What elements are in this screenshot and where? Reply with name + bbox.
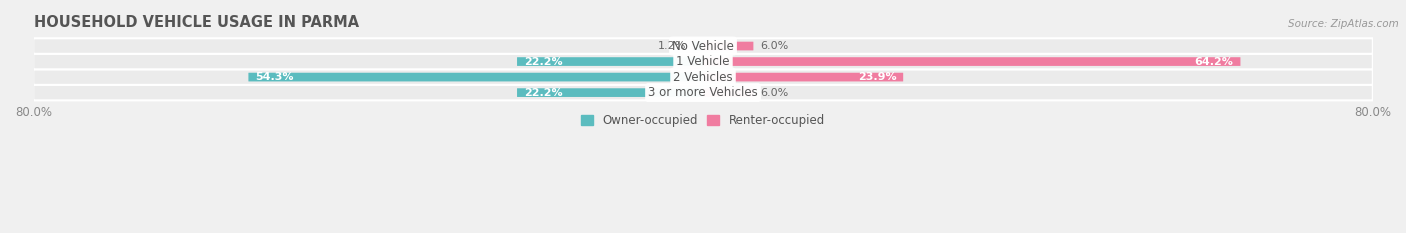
Text: No Vehicle: No Vehicle [672,40,734,52]
Text: 54.3%: 54.3% [256,72,294,82]
Legend: Owner-occupied, Renter-occupied: Owner-occupied, Renter-occupied [576,110,830,132]
FancyBboxPatch shape [703,73,903,82]
Text: 6.0%: 6.0% [759,88,789,98]
FancyBboxPatch shape [703,42,754,50]
FancyBboxPatch shape [703,57,1240,66]
FancyBboxPatch shape [517,57,703,66]
Text: 22.2%: 22.2% [524,57,562,67]
Text: 3 or more Vehicles: 3 or more Vehicles [648,86,758,99]
Text: 6.0%: 6.0% [759,41,789,51]
FancyBboxPatch shape [249,73,703,82]
Text: 22.2%: 22.2% [524,88,562,98]
FancyBboxPatch shape [34,38,1372,54]
Text: 64.2%: 64.2% [1195,57,1233,67]
FancyBboxPatch shape [703,88,754,97]
FancyBboxPatch shape [34,69,1372,85]
FancyBboxPatch shape [517,88,703,97]
Text: 1.2%: 1.2% [658,41,686,51]
FancyBboxPatch shape [34,85,1372,100]
FancyBboxPatch shape [34,54,1372,69]
Text: Source: ZipAtlas.com: Source: ZipAtlas.com [1288,19,1399,29]
Text: 23.9%: 23.9% [858,72,896,82]
FancyBboxPatch shape [693,42,703,50]
Text: HOUSEHOLD VEHICLE USAGE IN PARMA: HOUSEHOLD VEHICLE USAGE IN PARMA [34,15,359,30]
Text: 2 Vehicles: 2 Vehicles [673,71,733,84]
Text: 1 Vehicle: 1 Vehicle [676,55,730,68]
